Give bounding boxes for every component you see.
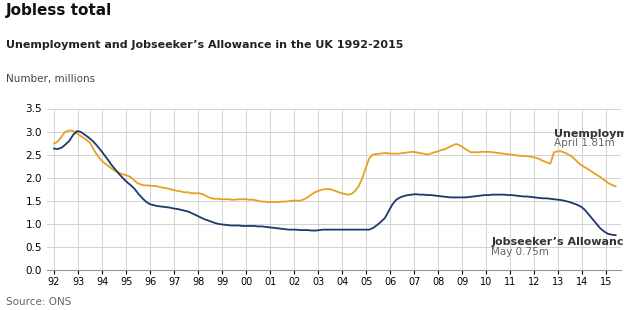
Text: Jobless total: Jobless total [6,3,112,18]
Text: April 1.81m: April 1.81m [553,139,615,148]
Text: Jobseeker’s Allowance  (18+): Jobseeker’s Allowance (18+) [491,237,624,247]
Text: Unemployment and Jobseeker’s Allowance in the UK 1992-2015: Unemployment and Jobseeker’s Allowance i… [6,40,404,50]
Text: Unemployment (16+): Unemployment (16+) [553,129,624,139]
Text: Number, millions: Number, millions [6,74,95,84]
Text: May 0.75m: May 0.75m [491,247,549,257]
Text: Source: ONS: Source: ONS [6,297,72,307]
